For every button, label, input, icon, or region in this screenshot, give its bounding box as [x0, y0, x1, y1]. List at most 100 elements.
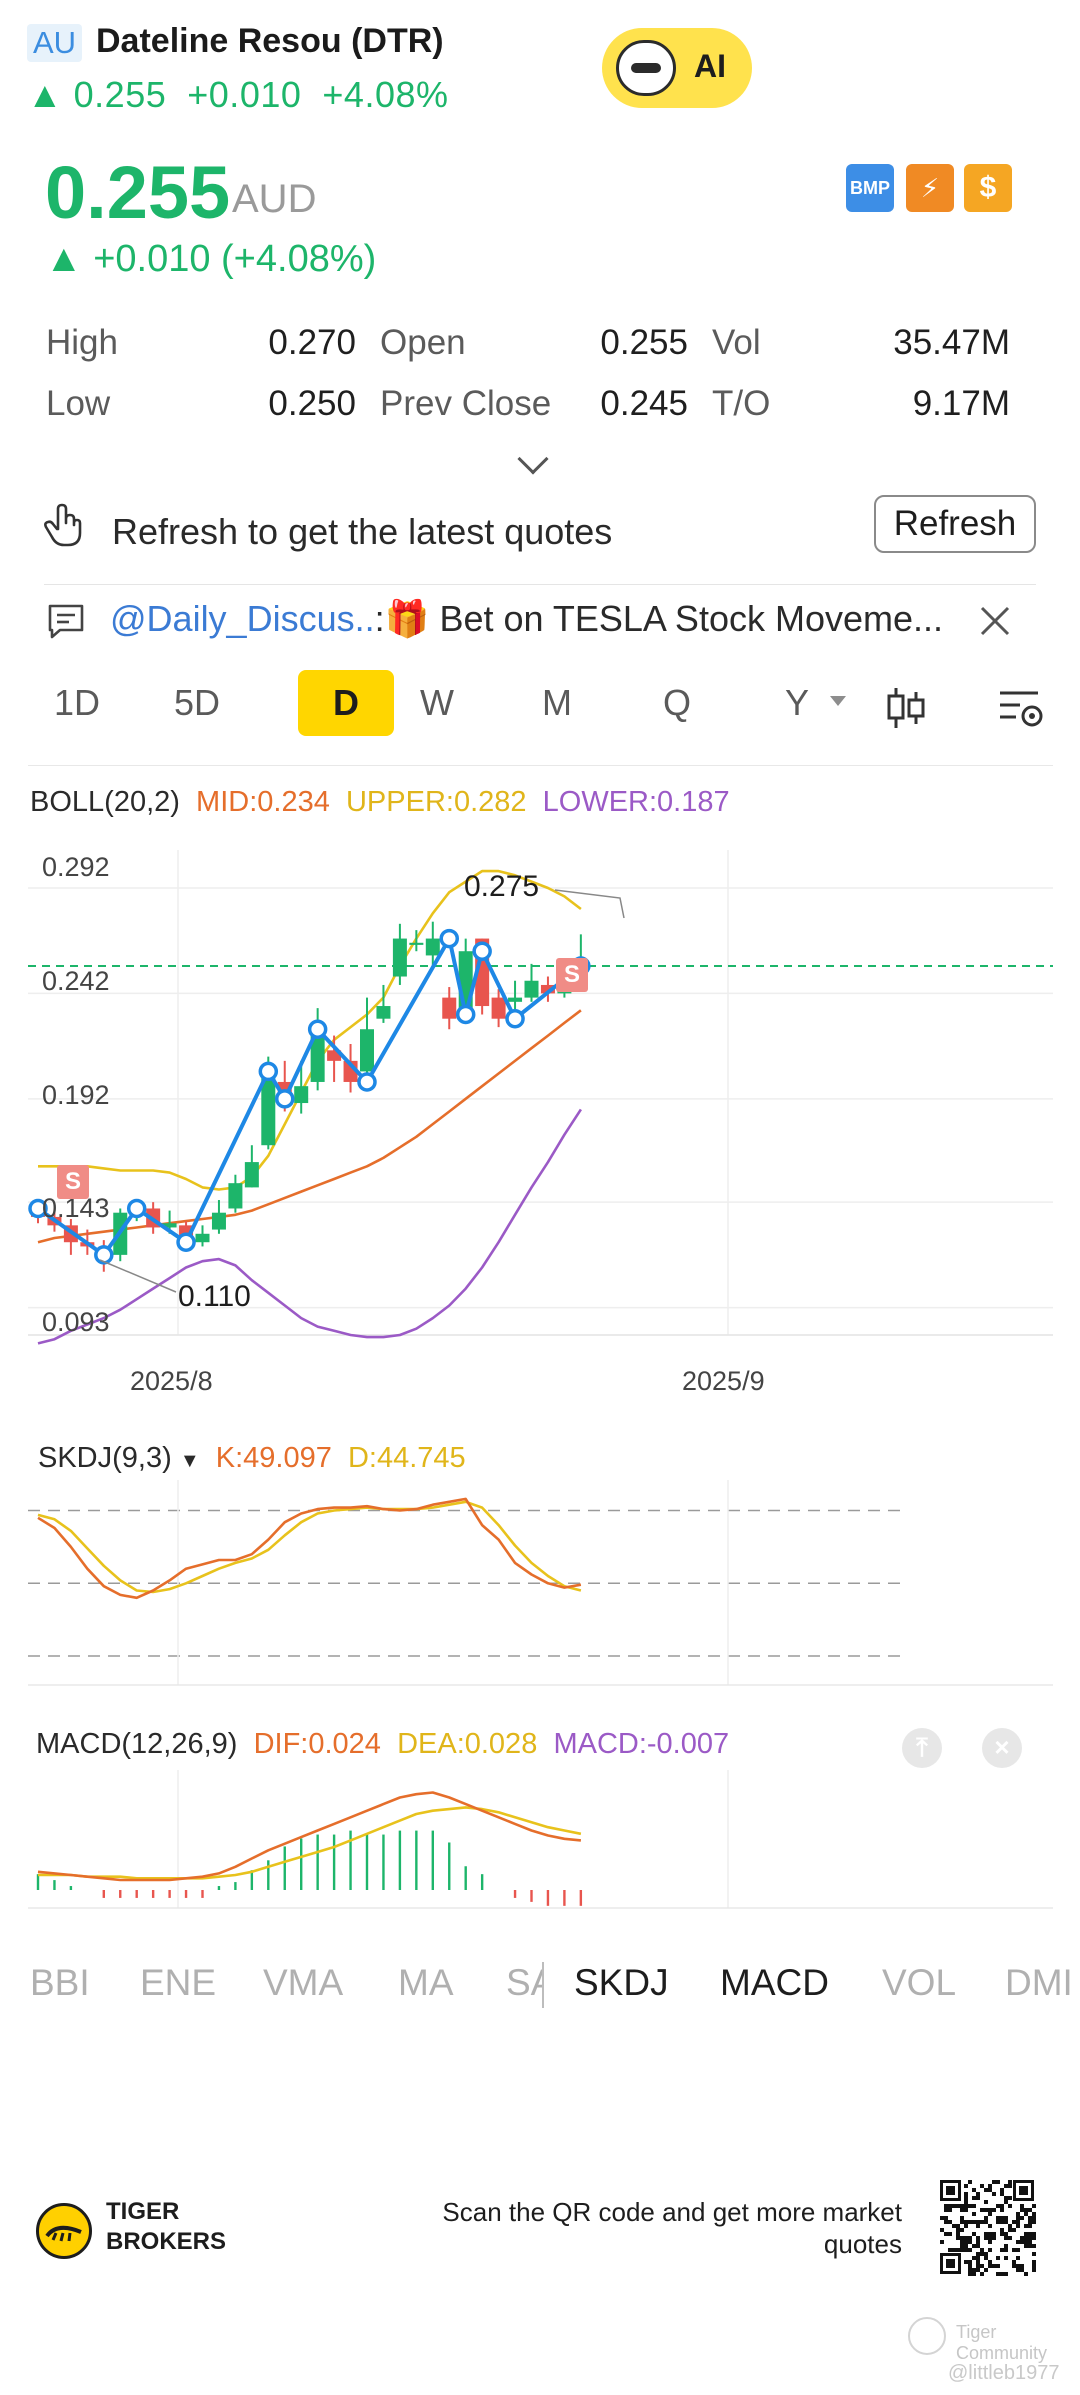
skdj-d: D:44.745	[347, 1442, 466, 1474]
stat-open-value: 0.255	[600, 323, 688, 362]
discussion-text[interactable]: @Daily_Discus..:🎁 Bet on TESLA Stock Mov…	[110, 598, 943, 640]
stat-vol-label: Vol	[712, 323, 761, 362]
close-icon[interactable]	[978, 604, 1012, 638]
qr-code	[938, 2178, 1036, 2276]
up-triangle-icon: ▲	[45, 238, 83, 280]
up-triangle-icon: ▲	[27, 74, 64, 115]
candle	[376, 1006, 391, 1019]
tiger-logo-icon	[36, 2203, 92, 2259]
skdj-legend[interactable]: SKDJ(9,3) ▼ K:49.097 D:44.745	[38, 1442, 466, 1475]
active-period-highlight	[298, 670, 394, 736]
candle	[211, 1212, 226, 1230]
stat-prev-close-value: 0.245	[600, 384, 688, 423]
expand-chevron-icon[interactable]	[517, 443, 549, 475]
candlestick-type-icon[interactable]	[884, 686, 928, 730]
candle	[524, 980, 539, 998]
boll-lower: LOWER:0.187	[542, 786, 730, 818]
boll-mid: MID:0.234	[196, 786, 330, 818]
candle	[442, 997, 457, 1019]
candle	[228, 1183, 243, 1209]
hand-pointer-icon	[44, 503, 82, 547]
brand-name: TIGER BROKERS	[106, 2198, 227, 2255]
indicator-tab-sar[interactable]: SA	[506, 1962, 542, 2003]
candle	[540, 984, 555, 994]
stock-title[interactable]: Dateline Resou (DTR)	[96, 22, 444, 60]
zigzag-point	[357, 1072, 377, 1092]
dollar-tag-icon[interactable]: $	[964, 164, 1012, 212]
bmp-tag-icon[interactable]: BMP	[846, 164, 894, 212]
candle	[261, 1071, 276, 1146]
zigzag-point	[258, 1061, 279, 1082]
y-tick: 0.242	[42, 966, 110, 996]
period-tabs: 1D 5D D W M Q Y	[28, 670, 1043, 740]
y-tick: 0.093	[42, 1307, 110, 1337]
currency: AUD	[232, 177, 317, 221]
tab-m[interactable]: M	[542, 682, 572, 723]
discussion-handle[interactable]: @Daily_Discus..	[110, 598, 375, 639]
stat-high-value: 0.270	[268, 323, 356, 362]
discussion-topic: :🎁 Bet on TESLA Stock Moveme...	[374, 598, 944, 639]
robot-icon	[616, 40, 676, 96]
tab-d[interactable]: D	[333, 682, 359, 723]
tab-1d[interactable]: 1D	[53, 682, 101, 723]
zigzag-point	[472, 941, 492, 961]
indicator-tab-skdj[interactable]: SKDJ	[574, 1962, 669, 2003]
candle	[310, 1029, 325, 1082]
sell-signal-badge[interactable]: S	[57, 1165, 89, 1199]
zigzag-point	[126, 1198, 147, 1219]
header-price: 0.255	[73, 74, 167, 115]
candle	[162, 1223, 177, 1228]
ai-button[interactable]: AI	[602, 28, 752, 108]
skdj-k-line	[37, 1497, 582, 1600]
pin-top-icon[interactable]: ⤒	[902, 1728, 942, 1768]
zigzag-point	[455, 1004, 476, 1025]
candle	[294, 1086, 309, 1104]
x-tick: 2025/8	[130, 1366, 213, 1396]
sell-signal-badge[interactable]: S	[556, 958, 588, 992]
skdj-chart[interactable]	[0, 1480, 1080, 1690]
macd-chart[interactable]	[0, 1770, 1080, 1940]
candle	[195, 1233, 210, 1243]
boll-upper: UPPER:0.282	[345, 786, 527, 818]
tab-5d[interactable]: 5D	[173, 682, 221, 723]
current-price: 0.255	[45, 151, 231, 234]
candlestick-chart[interactable]	[0, 830, 1080, 1390]
header: AU Dateline Resou (DTR) ▲ 0.255 +0.010 +…	[0, 0, 1080, 130]
indicator-tab-vma[interactable]: VMA	[263, 1962, 344, 2003]
macd-value: MACD:-0.007	[553, 1728, 730, 1760]
discussion-banner[interactable]: @Daily_Discus..:🎁 Bet on TESLA Stock Mov…	[44, 580, 1036, 660]
tag-icon[interactable]: ⚡	[906, 164, 954, 212]
tab-q[interactable]: Q	[662, 682, 691, 723]
stat-vol-value: 35.47M	[893, 323, 1010, 362]
dif-line	[37, 1791, 582, 1882]
scan-qr-text: Scan the QR code and get more market quo…	[442, 2197, 902, 2259]
candle	[491, 997, 506, 1019]
comment-icon	[48, 604, 84, 639]
indicator-tab-ene[interactable]: ENE	[140, 1962, 217, 2003]
stat-low-value: 0.250	[268, 384, 356, 423]
zigzag-point	[505, 1008, 525, 1029]
boll-lower-line	[37, 1108, 582, 1345]
chart-settings-icon[interactable]	[998, 688, 1046, 732]
stat-prev-close-label: Prev Close	[380, 384, 552, 423]
macd-legend: MACD(12,26,9) DIF:0.024 DEA:0.028 MACD:-…	[36, 1728, 729, 1761]
close-indicator-icon[interactable]: ×	[982, 1728, 1022, 1768]
skdj-name: SKDJ(9,3)	[38, 1442, 172, 1474]
market-badge: AU	[27, 24, 83, 62]
y-dropdown-icon[interactable]	[830, 696, 846, 706]
header-change-pct: +4.08%	[322, 74, 449, 115]
tab-y[interactable]: Y	[784, 682, 809, 723]
indicator-tab-macd[interactable]: MACD	[720, 1962, 829, 2003]
indicator-tab-vol[interactable]: VOL	[882, 1962, 957, 2003]
indicator-tab-ma[interactable]: MA	[398, 1962, 454, 2003]
refresh-button[interactable]: Refresh	[874, 495, 1036, 553]
refresh-hint: Refresh to get the latest quotes	[112, 511, 613, 552]
zigzag-point	[439, 928, 459, 949]
macd-dif: DIF:0.024	[253, 1728, 381, 1760]
candle	[409, 942, 424, 945]
tab-w[interactable]: W	[420, 682, 454, 723]
indicator-tab-bbi[interactable]: BBI	[30, 1962, 90, 2003]
indicator-tab-dmi[interactable]: DMI	[1005, 1962, 1073, 2003]
candle	[360, 1029, 374, 1072]
callout-leader	[99, 1259, 177, 1293]
